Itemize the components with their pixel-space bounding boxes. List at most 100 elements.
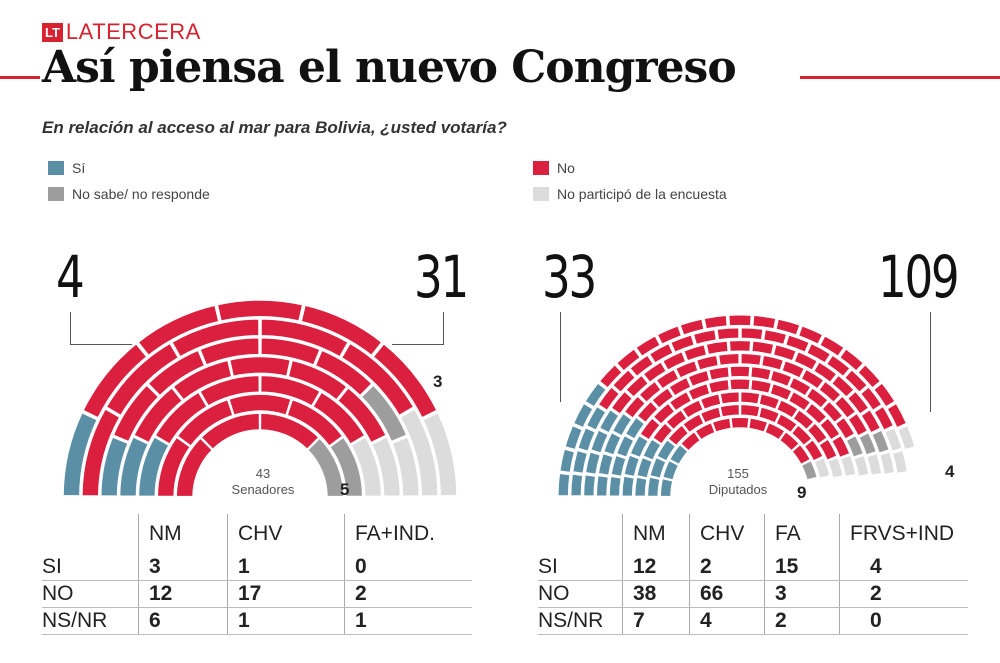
chamber-seat-no <box>774 412 799 434</box>
chamber-seat-no <box>847 412 869 437</box>
chamber-seat-si <box>641 437 663 462</box>
brand-logo-mark: LT <box>42 22 63 42</box>
senate-seat-no <box>81 407 121 497</box>
chamber-seat-nsnr <box>800 459 819 481</box>
chamber-seat-no <box>667 376 693 398</box>
senate-nsnr-label: 3 <box>433 372 443 391</box>
chamber-col-nm: NM <box>622 514 690 554</box>
senate-seat-nsnr <box>328 436 364 498</box>
chamber-col-frvs-ind: FRVS+IND <box>839 514 968 554</box>
chamber-seat-no <box>680 398 705 420</box>
chamber-seat-no <box>830 374 856 399</box>
chamber-seat-no <box>830 434 851 459</box>
chamber-seat-no <box>716 326 740 341</box>
page-subtitle: En relación al acceso al mar para Bolivi… <box>42 118 507 137</box>
senate-seat-no <box>170 318 260 358</box>
chamber-seat-si <box>569 473 584 497</box>
table-row: NO 38 66 3 2 <box>538 580 968 608</box>
chamber-seat-si <box>602 431 623 457</box>
chamber-seat-si <box>583 381 608 409</box>
senate-seat-no <box>300 304 383 357</box>
chamber-seat-no-participo <box>839 453 857 478</box>
senate-seat-no <box>340 342 415 417</box>
senate-seat-no <box>259 412 320 451</box>
chamber-seat-no <box>634 334 662 358</box>
table-row: NO 12 17 2 <box>42 580 472 608</box>
senate-seat-no <box>137 304 220 357</box>
chamber-seat-no <box>719 403 741 419</box>
chamber-seat-no <box>681 412 706 434</box>
chamber-seat-no <box>774 317 801 337</box>
brand-name: LATERCERA <box>65 19 201 44</box>
chamber-seat-si <box>659 477 674 498</box>
chamber-seat-no <box>872 405 895 432</box>
title-rule-left <box>0 76 40 79</box>
chamber-no-leader <box>930 312 931 412</box>
senate-seat-si <box>118 435 150 498</box>
chamber-seat-no <box>817 380 843 404</box>
chamber-seat-si <box>633 476 648 498</box>
senate-seat-no <box>200 412 261 451</box>
chamber-seat-si <box>571 449 589 475</box>
chamber-seat-nsnr <box>845 434 865 459</box>
chamber-table-header: NM CHV FA FRVS+IND <box>538 514 968 554</box>
chamber-seat-no <box>628 354 655 378</box>
chamber-seat-nsnr <box>857 431 878 457</box>
chamber-seat-si <box>563 424 584 451</box>
chamber-seat-no <box>648 342 675 365</box>
senate-cell: 2 <box>344 580 472 608</box>
legend-item-si: Sí <box>48 160 85 176</box>
senate-si-leader-h <box>70 344 132 345</box>
chamber-seat-no-participo <box>812 456 832 480</box>
senate-seat-no-participo <box>390 435 421 497</box>
chamber-cell: 0 <box>839 607 968 635</box>
chamber-no-participo-label: 9 <box>797 483 807 502</box>
chamber-seat-no <box>728 339 752 353</box>
senate-cell: 1 <box>227 607 345 635</box>
chamber-seat-si <box>595 474 610 497</box>
chamber-seat-no <box>687 369 711 388</box>
chamber-seat-no <box>843 368 869 394</box>
senate-si-leader-v <box>70 312 71 345</box>
senate-seat-no <box>260 318 350 358</box>
table-row: NS/NR 7 4 2 0 <box>538 607 968 635</box>
chamber-total-count: 155 <box>727 466 749 481</box>
senate-seat-no <box>260 336 322 367</box>
chamber-seat-no <box>800 368 825 390</box>
senate-seat-no-participo <box>399 407 439 497</box>
chamber-seat-no <box>749 365 773 382</box>
chamber-seat-no <box>650 386 675 410</box>
chamber-seat-no <box>707 378 731 395</box>
chamber-seat-no <box>784 333 811 354</box>
chamber-seat-no-participo <box>896 424 917 451</box>
chamber-seat-no <box>790 443 812 466</box>
chamber-seat-no-participo <box>891 449 909 475</box>
chamber-nsnr-label: 4 <box>945 462 955 481</box>
senate-seat-no <box>311 391 366 446</box>
chamber-seat-no <box>615 347 642 373</box>
chamber-cell: 4 <box>839 554 968 581</box>
chamber-seat-no <box>651 421 674 446</box>
chamber-seat-no <box>797 324 824 346</box>
chamber-seat-no <box>695 354 720 372</box>
chamber-seat-no <box>885 402 908 429</box>
chamber-seat-no <box>787 390 812 412</box>
legend-item-nsnr: No sabe/ no responde <box>48 186 210 202</box>
chamber-seat-no-participo <box>852 454 870 478</box>
chamber-seat-no <box>717 352 740 367</box>
chamber-seat-no <box>694 421 717 442</box>
senate-si-total: 4 <box>56 243 85 311</box>
senate-seat-nsnr <box>306 437 345 498</box>
chamber-seat-no <box>793 350 819 372</box>
chamber-seat-no <box>769 369 793 388</box>
senate-seat-no <box>176 398 234 448</box>
chamber-table: NM CHV FA FRVS+IND SI 12 2 15 4 NO 38 66… <box>538 514 968 635</box>
brand-logo: LT LATERCERA <box>42 18 201 46</box>
chamber-seat-si <box>655 438 677 463</box>
chamber-seat-no <box>740 326 764 341</box>
senate-seat-si <box>137 435 171 498</box>
senate-seat-no <box>156 436 192 498</box>
chamber-seat-si <box>629 434 650 459</box>
chamber-cell: 38 <box>622 580 690 608</box>
